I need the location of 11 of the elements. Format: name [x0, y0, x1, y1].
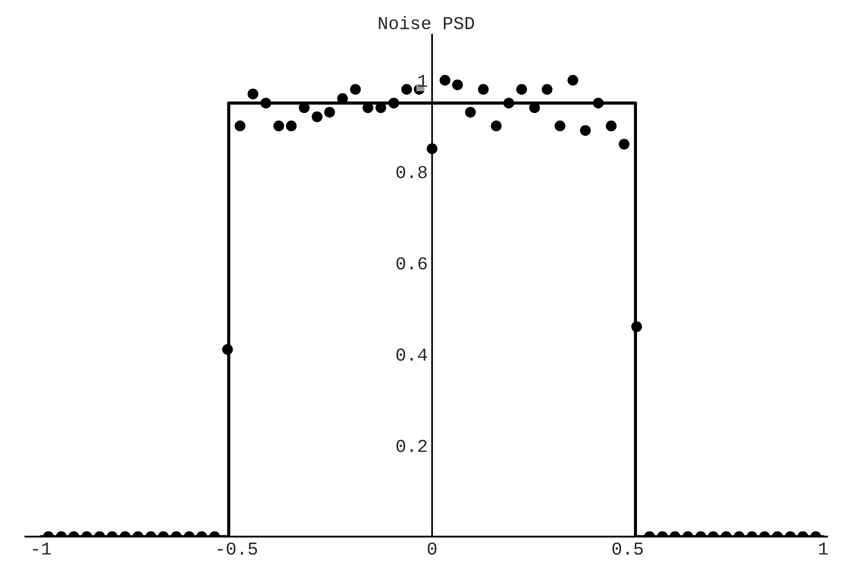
x-tick-label: 0 [428, 542, 436, 555]
y-tick-label: 1 [418, 74, 428, 87]
x-tick-label: 1 [819, 542, 828, 555]
x-tick-label: 0.5 [612, 542, 643, 555]
y-tick-label: 0.2 [396, 440, 427, 452]
x-tick-label: -1 [33, 542, 51, 555]
chart-title: Noise PSD [378, 16, 474, 30]
x-tick-label: -0.5 [218, 542, 258, 555]
y-tick-label: 0.6 [396, 257, 427, 270]
y-tick-label: 0.4 [396, 348, 427, 361]
y-tick-label: 0.8 [396, 166, 427, 178]
